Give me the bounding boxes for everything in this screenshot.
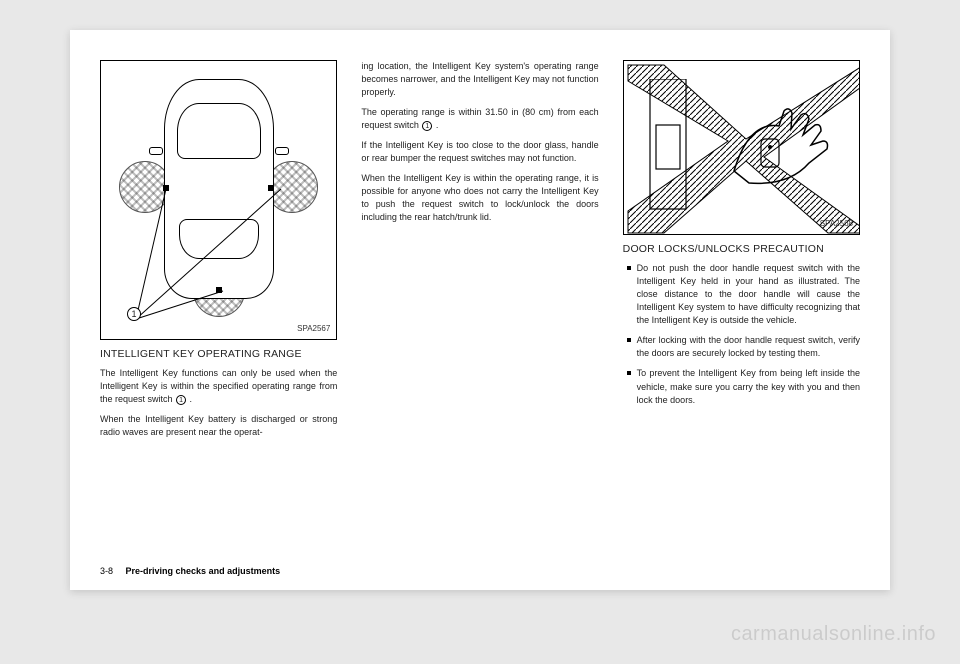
column-1: 1 SPA2567 INTELLIGENT KEY OPERATING RANG… [100, 60, 337, 550]
figure-operating-range: 1 SPA2567 [100, 60, 337, 340]
col2-paragraph-2: The operating range is within 31.50 in (… [361, 106, 598, 132]
manual-page: 1 SPA2567 INTELLIGENT KEY OPERATING RANG… [70, 30, 890, 590]
figure1-caption: SPA2567 [297, 323, 330, 335]
heading-door-precaution: DOOR LOCKS/UNLOCKS PRECAUTION [623, 243, 860, 256]
col2-p2-text-a: The operating range is within 31.50 in (… [361, 107, 598, 130]
col2-p2-text-b: . [433, 120, 438, 130]
watermark: carmanualsonline.info [731, 623, 936, 646]
page-number: 3-8 [100, 566, 113, 576]
col1-p1-text-b: . [187, 394, 192, 404]
inline-callout-1a: 1 [176, 395, 186, 405]
col1-paragraph-1: The Intelligent Key functions can only b… [100, 367, 337, 406]
callout-1: 1 [127, 307, 141, 321]
precaution-list: Do not push the door handle request swit… [623, 262, 860, 406]
leader-lines [101, 61, 336, 339]
inline-callout-1b: 1 [422, 121, 432, 131]
figure-door-precaution: SPA2568 [623, 60, 860, 235]
column-3: SPA2568 DOOR LOCKS/UNLOCKS PRECAUTION Do… [623, 60, 860, 550]
precaution-item-1: Do not push the door handle request swit… [623, 262, 860, 327]
heading-operating-range: INTELLIGENT KEY OPERATING RANGE [100, 348, 337, 361]
col2-paragraph-3: If the Intelligent Key is too close to t… [361, 139, 598, 165]
col2-paragraph-1: ing location, the Intelligent Key system… [361, 60, 598, 99]
page-footer: 3-8 Pre-driving checks and adjustments [100, 566, 280, 576]
column-layout: 1 SPA2567 INTELLIGENT KEY OPERATING RANG… [100, 60, 860, 550]
col1-paragraph-2: When the Intelligent Key battery is disc… [100, 413, 337, 439]
precaution-item-3: To prevent the Intelligent Key from bein… [623, 367, 860, 406]
x-overlay [624, 61, 859, 234]
col1-p1-text-a: The Intelligent Key functions can only b… [100, 368, 337, 404]
figure2-caption: SPA2568 [820, 218, 853, 230]
section-title: Pre-driving checks and adjustments [126, 566, 281, 576]
column-2: ing location, the Intelligent Key system… [361, 60, 598, 550]
precaution-item-2: After locking with the door handle reque… [623, 334, 860, 360]
col2-paragraph-4: When the Intelligent Key is within the o… [361, 172, 598, 224]
